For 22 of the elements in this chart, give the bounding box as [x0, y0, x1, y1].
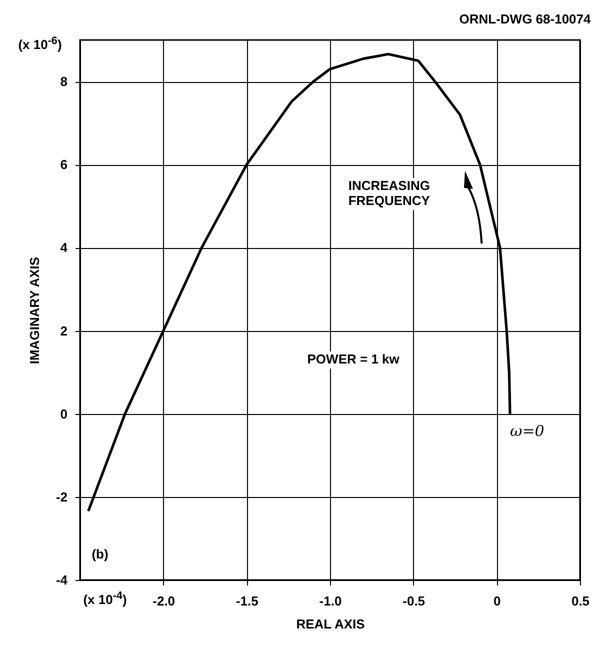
y-axis-title: IMAGINARY AXIS — [26, 256, 42, 364]
y-tick-label: 0 — [60, 406, 68, 422]
y-tick-label: 6 — [60, 157, 68, 172]
annotation: ω=0 — [510, 422, 545, 440]
text: ORNL-DWG 68-10074 — [457, 12, 593, 28]
x-axis-title: REAL AXIS — [296, 616, 366, 632]
text: (x 10$^{-4}$) — [81, 588, 129, 610]
x-tick-label: -1.5 — [236, 594, 258, 608]
annotation: INCREASING FREQUENCY — [346, 178, 460, 210]
y-tick-label: -4 — [56, 572, 68, 588]
x-tick-label: -1.0 — [319, 594, 342, 608]
x-tick-label: 0.5 — [571, 594, 590, 608]
text: (x 10$^{-6}$) — [16, 34, 64, 54]
x-tick-label: -0.5 — [402, 594, 426, 608]
y-tick-label: 4 — [60, 240, 68, 256]
y-tick-label: 2 — [60, 323, 68, 338]
x-tick-label: 0 — [494, 594, 501, 608]
y-tick-label: -2 — [56, 489, 68, 504]
annotation: (b) — [90, 546, 110, 564]
y-tick-label: 8 — [60, 74, 68, 90]
annotation: POWER = 1 kw — [305, 351, 402, 368]
x-tick-label: -2.0 — [152, 594, 176, 608]
